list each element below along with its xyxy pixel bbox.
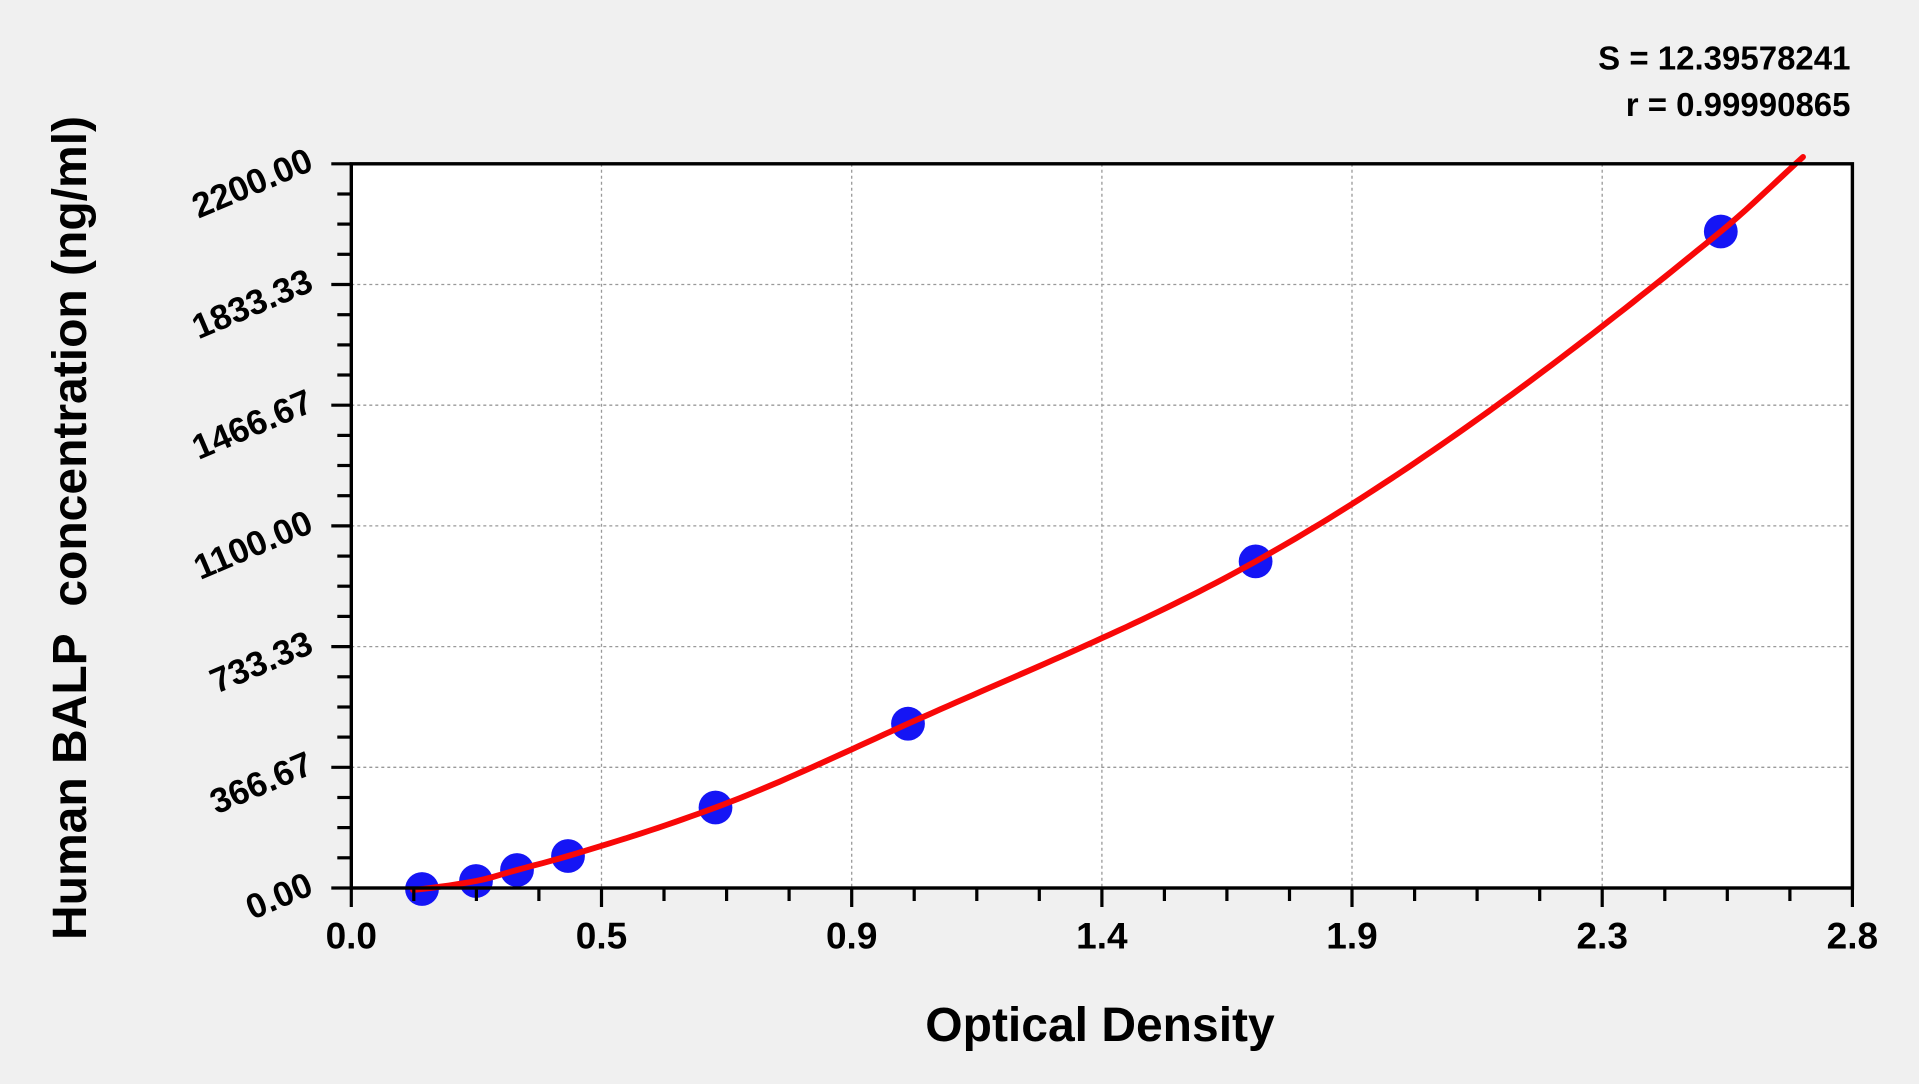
svg-text:Optical Density: Optical Density [925,999,1275,1052]
svg-text:2.8: 2.8 [1827,916,1878,957]
svg-text:2.3: 2.3 [1576,916,1627,957]
svg-text:0.5: 0.5 [576,916,627,957]
svg-text:Human BALP concentration (ng/: Human BALP concentration (ng/ml) [44,116,97,940]
svg-text:0.0: 0.0 [326,916,377,957]
svg-text:S = 12.39578241: S = 12.39578241 [1598,40,1850,77]
svg-text:1.4: 1.4 [1076,916,1128,957]
svg-text:r = 0.99990865: r = 0.99990865 [1626,86,1851,123]
svg-text:1.9: 1.9 [1326,916,1377,957]
svg-text:0.9: 0.9 [826,916,877,957]
